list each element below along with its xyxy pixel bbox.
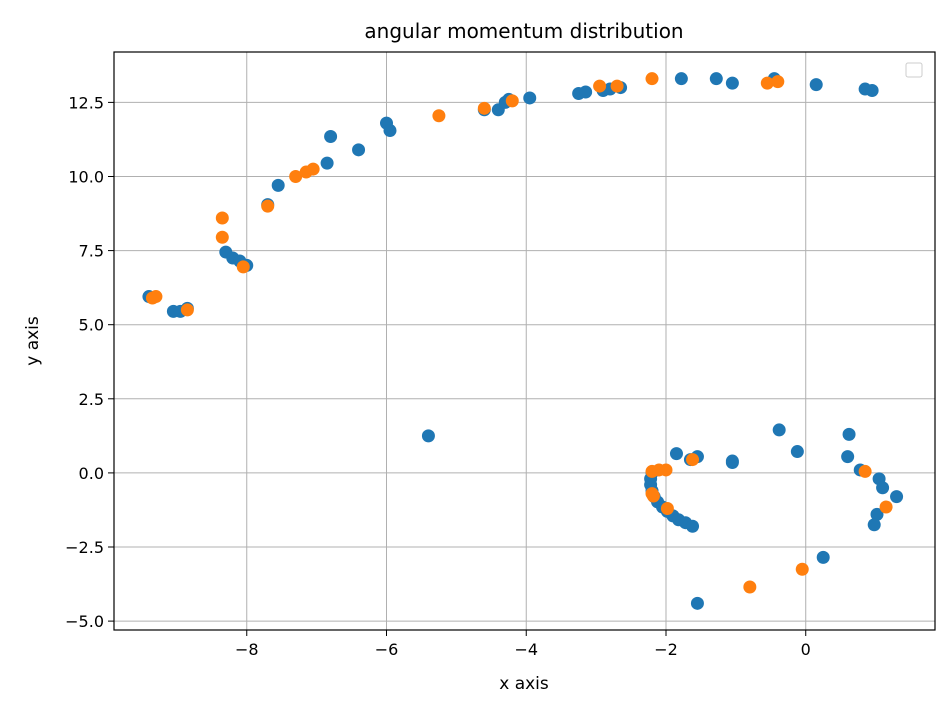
series-1-point xyxy=(324,129,338,143)
series-2-point xyxy=(879,500,893,514)
series-2-point xyxy=(505,94,519,108)
x-tick-label: −4 xyxy=(514,640,538,659)
series-2-point xyxy=(858,464,872,478)
axis-ticks: −8 −6 −4 −2 0 −5.0 −2.5 0.0 2.5 5.0 7.5 10.0 12.5 xyxy=(65,93,811,659)
x-tick-label: −8 xyxy=(235,640,259,659)
y-axis-label: y axis xyxy=(23,316,43,366)
series-2-point xyxy=(795,562,809,576)
series-1-point xyxy=(579,85,593,99)
series-1-point xyxy=(816,550,830,564)
series-1-point xyxy=(725,454,739,468)
legend-box xyxy=(905,62,923,78)
series-2-point xyxy=(180,303,194,317)
series-1-point xyxy=(790,445,804,459)
series-2-point xyxy=(432,109,446,123)
series-1-point xyxy=(421,429,435,443)
series-2-point xyxy=(215,211,229,225)
y-tick-label: 5.0 xyxy=(79,316,104,335)
series-2-point xyxy=(646,489,660,503)
series-1-point xyxy=(841,450,855,464)
series-2-point xyxy=(215,230,229,244)
series-2-point xyxy=(660,501,674,515)
data-points xyxy=(142,72,904,610)
series-1-point xyxy=(876,481,890,495)
series-1-point xyxy=(320,156,334,170)
series-2-point xyxy=(289,169,303,183)
series-1-point xyxy=(890,490,904,504)
x-tick-label: −2 xyxy=(654,640,678,659)
series-1-point xyxy=(809,78,823,92)
series-2-point xyxy=(686,453,700,467)
series-1-point xyxy=(690,596,704,610)
series-1-point xyxy=(674,72,688,86)
grid xyxy=(114,52,935,630)
series-1-point xyxy=(669,447,683,461)
y-tick-label: 0.0 xyxy=(79,464,104,483)
y-tick-label: 2.5 xyxy=(79,390,104,409)
series-2-point xyxy=(261,199,275,213)
y-tick-label: −2.5 xyxy=(65,538,104,557)
series-2-point xyxy=(659,463,673,477)
series-2-point xyxy=(149,290,163,304)
series-2-point xyxy=(645,72,659,86)
y-tick-label: 7.5 xyxy=(79,242,104,261)
series-1-point xyxy=(867,518,881,532)
y-tick-label: 12.5 xyxy=(68,93,104,112)
y-tick-label: −5.0 xyxy=(65,612,104,631)
series-1-point xyxy=(383,124,397,138)
series-1-point xyxy=(709,72,723,86)
series-1-point xyxy=(870,507,884,521)
series-2-point xyxy=(477,101,491,115)
series-1-point xyxy=(352,143,366,157)
series-2-point xyxy=(760,76,774,90)
x-tick-label: 0 xyxy=(801,640,811,659)
series-1-point xyxy=(725,76,739,90)
series-1-point xyxy=(842,427,856,441)
series-2-point xyxy=(743,580,757,594)
series-1-point xyxy=(271,178,285,192)
series-2-point xyxy=(610,79,624,93)
series-2-point xyxy=(593,79,607,93)
series-1-point xyxy=(523,91,537,105)
plot-frame xyxy=(113,51,936,631)
x-axis-label: x axis xyxy=(499,674,549,694)
series-2-point xyxy=(236,260,250,274)
series-2-point xyxy=(771,75,785,89)
series-1-point xyxy=(686,519,700,533)
series-1-point xyxy=(865,84,879,98)
x-tick-label: −6 xyxy=(375,640,399,659)
series-2-point xyxy=(306,162,320,176)
series-1-point xyxy=(772,423,786,437)
y-tick-label: 10.0 xyxy=(68,167,104,186)
chart-title: angular momentum distribution xyxy=(364,19,683,43)
